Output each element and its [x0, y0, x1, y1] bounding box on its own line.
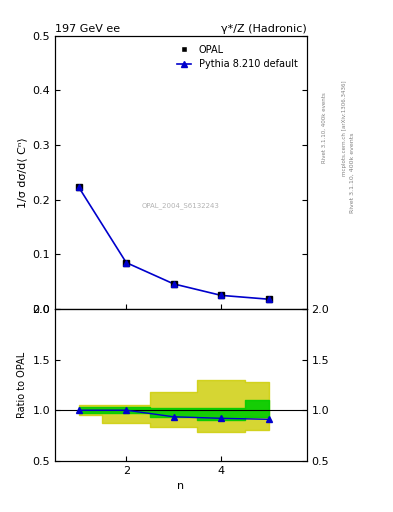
X-axis label: n: n	[177, 481, 184, 491]
Text: mcplots.cern.ch [arXiv:1306.3436]: mcplots.cern.ch [arXiv:1306.3436]	[342, 80, 347, 176]
Text: Rivet 3.1.10, 400k events: Rivet 3.1.10, 400k events	[322, 93, 327, 163]
Y-axis label: Ratio to OPAL: Ratio to OPAL	[17, 352, 27, 418]
Text: Rivet 3.1.10, 400k events: Rivet 3.1.10, 400k events	[349, 132, 354, 212]
Legend: OPAL, Pythia 8.210 default: OPAL, Pythia 8.210 default	[173, 40, 302, 73]
Text: γ*/Z (Hadronic): γ*/Z (Hadronic)	[221, 24, 307, 34]
Y-axis label: 1/σ dσ/d⟨ Cⁿ⟩: 1/σ dσ/d⟨ Cⁿ⟩	[17, 137, 27, 208]
Text: OPAL_2004_S6132243: OPAL_2004_S6132243	[142, 202, 220, 208]
Text: 197 GeV ee: 197 GeV ee	[55, 24, 120, 34]
